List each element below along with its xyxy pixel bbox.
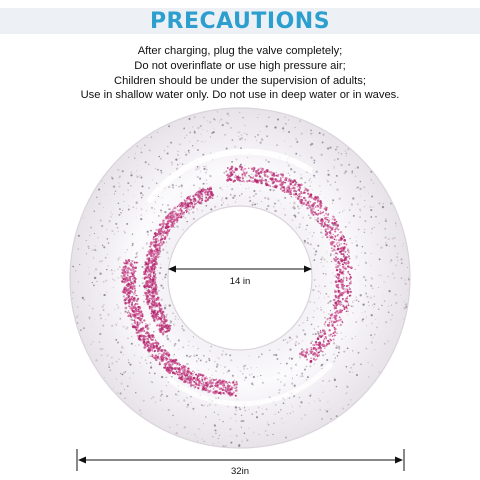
outer-dimension-line [76,449,405,471]
glitter-speckles [72,111,410,448]
outer-diameter-label: 32in [228,466,252,477]
precaution-line-1: After charging, plug the valve completel… [137,45,343,57]
precaution-line-2: Do not overinflate or use high pressure … [134,59,346,72]
precaution-line-3: Children should be under the supervision… [114,74,366,87]
precautions-banner: PRECAUTIONS [0,5,480,35]
precautions-list: After charging, plug the valve completel… [0,44,480,103]
precautions-title: PRECAUTIONS [149,9,331,34]
inner-diameter-label: 14 in [226,276,254,287]
precaution-line-4: Use in shallow water only. Do not use in… [80,89,400,102]
inner-dimension-line [168,265,312,273]
banner-band [0,8,480,34]
